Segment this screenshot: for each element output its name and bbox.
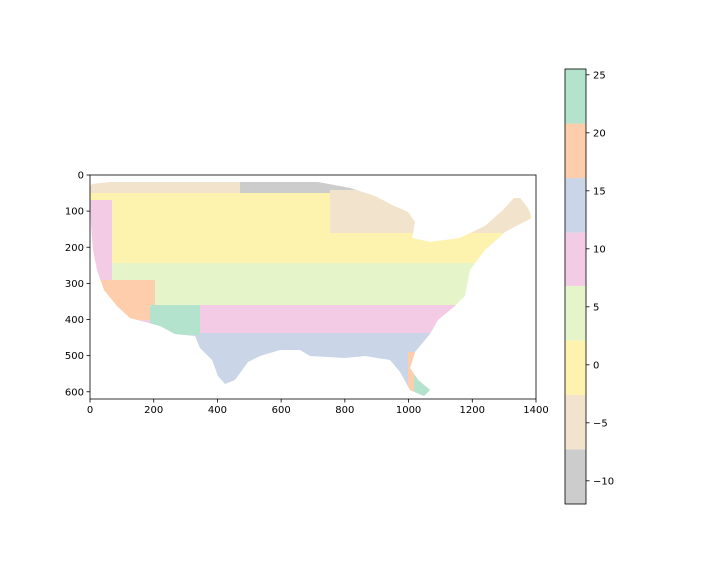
colorbar-tick-label: 20 xyxy=(593,128,606,139)
x-tick-label: 1400 xyxy=(523,405,548,416)
map-region-west-coast xyxy=(90,200,112,280)
y-axis: 0 100 200 300 400 500 600 xyxy=(65,171,90,398)
map-region-north xyxy=(90,193,532,233)
colorbar-swatch xyxy=(565,123,586,179)
colorbar-swatch xyxy=(565,69,586,124)
y-tick-label: 100 xyxy=(65,207,84,218)
colorbar xyxy=(564,68,587,505)
x-tick-label: 800 xyxy=(335,405,354,416)
x-tick-label: 1000 xyxy=(396,405,421,416)
colorbar-swatch xyxy=(565,394,586,450)
colorbar-tick-label: 5 xyxy=(593,302,599,313)
y-tick-label: 200 xyxy=(65,243,84,254)
colorbar-frame xyxy=(564,68,587,505)
map-region-florida-tip xyxy=(414,370,436,395)
colorbar-tick-label: 10 xyxy=(593,244,606,255)
x-tick-label: 0 xyxy=(87,405,93,416)
x-tick-label: 400 xyxy=(208,405,227,416)
colorbar-swatch xyxy=(565,285,586,341)
y-tick-label: 400 xyxy=(65,315,84,326)
map-region-gulf xyxy=(90,358,532,396)
map-region-south xyxy=(90,333,532,358)
y-tick-label: 0 xyxy=(78,171,84,182)
x-axis: 0 200 400 600 800 1000 1200 1400 xyxy=(87,399,549,416)
colorbar-tick-label: 0 xyxy=(593,360,599,371)
colorbar-tick-label: −5 xyxy=(593,418,608,429)
colorbar-tick-label: 15 xyxy=(593,186,606,197)
y-tick-label: 500 xyxy=(65,351,84,362)
map-region-central xyxy=(90,233,532,263)
x-tick-label: 600 xyxy=(272,405,291,416)
colorbar-tick-label: −10 xyxy=(593,476,614,487)
axes-frame xyxy=(89,174,537,400)
x-tick-label: 1200 xyxy=(460,405,485,416)
colorbar-swatch xyxy=(565,340,586,395)
colorbar-tick-label: 25 xyxy=(593,70,606,81)
colorbar-swatch xyxy=(565,449,586,504)
x-tick-label: 200 xyxy=(144,405,163,416)
map-region-southwest xyxy=(95,280,155,320)
map-region-midwest xyxy=(90,263,532,305)
y-tick-label: 600 xyxy=(65,387,84,398)
map-image xyxy=(90,182,532,396)
colorbar-swatch xyxy=(565,232,586,286)
colorbar-axis: −10 −5 0 5 10 15 20 25 xyxy=(586,70,614,487)
colorbar-swatch xyxy=(565,178,586,233)
map-region-desert xyxy=(150,305,200,335)
y-tick-label: 300 xyxy=(65,279,84,290)
